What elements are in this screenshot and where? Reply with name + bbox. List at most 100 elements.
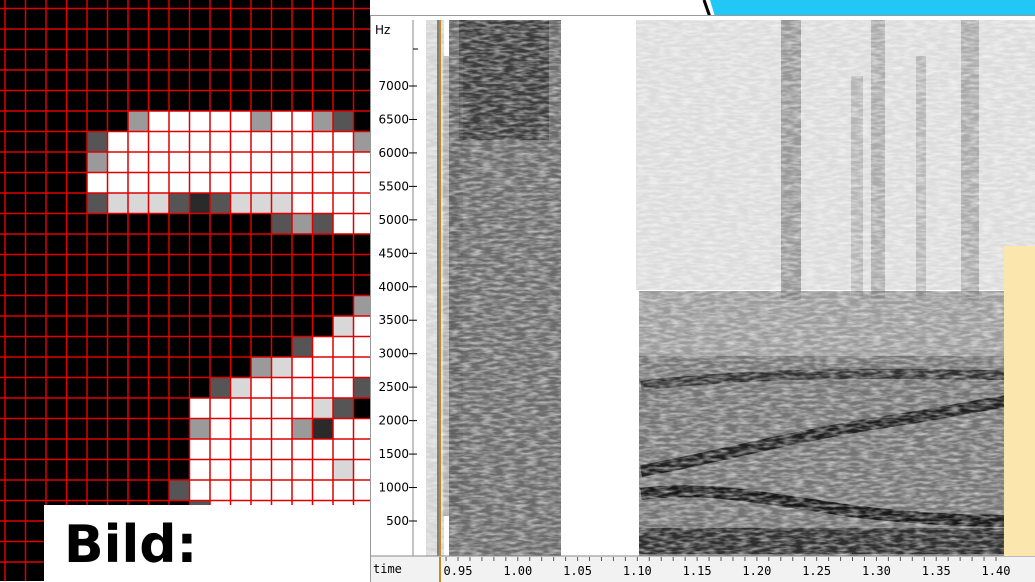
- digit-raster: [0, 0, 370, 581]
- y-tick-label-5500: 5500: [378, 179, 409, 193]
- pixel-cell-100: [333, 398, 354, 419]
- yellow-panel: [1004, 246, 1035, 556]
- y-tick-label-3000: 3000: [378, 347, 409, 361]
- pixel-cell-49: [292, 172, 313, 193]
- pixel-cell-39: [87, 172, 108, 193]
- pixel-cell-92: [353, 377, 370, 398]
- pixel-cell-90: [312, 377, 333, 398]
- pixel-cell-79: [251, 357, 272, 378]
- pixel-cell-59: [210, 193, 231, 214]
- x-tick-label-1.05: 1.05: [563, 564, 592, 578]
- pixel-cell-15: [169, 131, 190, 152]
- pixel-cell-50: [312, 172, 333, 193]
- pixel-cell-112: [230, 439, 251, 460]
- pixel-cell-61: [251, 193, 272, 214]
- pixel-cell-78: [353, 336, 370, 357]
- pixel-cell-11: [87, 131, 108, 152]
- pixel-cell-132: [251, 480, 272, 501]
- y-tick-label-2500: 2500: [378, 380, 409, 394]
- pixel-cell-101: [189, 418, 210, 439]
- spectrogram-panel[interactable]: Hz 7000 6500 6000 5500 5000 4500 4000 3500 3000 2…: [370, 15, 1035, 582]
- y-axis-unit: Hz: [375, 23, 390, 37]
- pixel-cell-107: [312, 418, 333, 439]
- pixel-cell-97: [271, 398, 292, 419]
- pixel-cell-86: [230, 377, 251, 398]
- pixel-cell-19: [251, 131, 272, 152]
- pixel-cell-118: [353, 439, 370, 460]
- pixel-cell-106: [292, 418, 313, 439]
- x-axis-label: time: [373, 562, 402, 576]
- pixel-cell-65: [333, 193, 354, 214]
- pixel-cell-21: [292, 131, 313, 152]
- pixel-cell-134: [292, 480, 313, 501]
- pixel-cell-67: [271, 213, 292, 234]
- pixel-cell-105: [271, 418, 292, 439]
- pixel-cell-103: [230, 418, 251, 439]
- pixel-cell-40: [107, 172, 128, 193]
- pixel-cell-113: [251, 439, 272, 460]
- pixel-cell-32: [230, 152, 251, 173]
- pixel-cell-136: [333, 480, 354, 501]
- pixel-cell-56: [148, 193, 169, 214]
- pixel-cell-14: [148, 131, 169, 152]
- pixel-cell-33: [251, 152, 272, 173]
- pixel-cell-38: [353, 152, 370, 173]
- pixel-cell-68: [292, 213, 313, 234]
- pixel-cell-109: [353, 418, 370, 439]
- pixel-cell-54: [107, 193, 128, 214]
- x-tick-label-0.95: 0.95: [444, 564, 473, 578]
- pixel-cell-121: [230, 459, 251, 480]
- pixel-cell-87: [251, 377, 272, 398]
- pixel-cell-81: [292, 357, 313, 378]
- x-tick-label-1.25: 1.25: [802, 564, 831, 578]
- time-axis: time 0.95 1.00 1.05 1.10 1.15 1.20 1.25 1.30 1.3…: [371, 555, 1035, 582]
- pixel-cell-99: [312, 398, 333, 419]
- pixel-cell-46: [230, 172, 251, 193]
- pixel-cell-41: [128, 172, 149, 193]
- pixel-cell-28: [148, 152, 169, 173]
- pixel-cell-4: [210, 111, 231, 132]
- pixel-cell-12: [107, 131, 128, 152]
- pixel-cell-69: [312, 213, 333, 234]
- pixel-cell-76: [312, 336, 333, 357]
- pixel-cell-2: [169, 111, 190, 132]
- y-tick-label-3500: 3500: [378, 313, 409, 327]
- pixel-grid-image: [0, 0, 370, 581]
- pixel-cell-110: [189, 439, 210, 460]
- pixel-cell-42: [148, 172, 169, 193]
- y-tick-label-6500: 6500: [378, 112, 409, 126]
- pixel-cell-125: [312, 459, 333, 480]
- pixel-cell-131: [230, 480, 251, 501]
- pixel-cell-85: [210, 377, 231, 398]
- pixel-cell-74: [353, 316, 370, 337]
- x-tick-label-1.10: 1.10: [623, 564, 652, 578]
- pixel-cell-133: [271, 480, 292, 501]
- x-tick-label-1.30: 1.30: [862, 564, 891, 578]
- pixel-cell-102: [210, 418, 231, 439]
- pixel-cell-31: [210, 152, 231, 173]
- pixel-cell-34: [271, 152, 292, 173]
- pixel-cell-72: [353, 295, 370, 316]
- y-tick-label-2000: 2000: [378, 414, 409, 428]
- pixel-cell-44: [189, 172, 210, 193]
- pixel-cell-6: [251, 111, 272, 132]
- pixel-cell-24: [353, 131, 370, 152]
- y-tick-label-7000: 7000: [378, 79, 409, 93]
- pixel-cell-77: [333, 336, 354, 357]
- pixel-cell-82: [312, 357, 333, 378]
- pixel-cell-80: [271, 357, 292, 378]
- pixel-cell-122: [251, 459, 272, 480]
- pixel-cell-84: [353, 357, 370, 378]
- caption-box: Bild:: [44, 505, 374, 581]
- caption-text: Bild:: [64, 515, 198, 575]
- y-tick-label-4000: 4000: [378, 280, 409, 294]
- pixel-cell-111: [210, 439, 231, 460]
- x-tick-label-1.00: 1.00: [503, 564, 532, 578]
- pixel-cell-60: [230, 193, 251, 214]
- pixel-cell-36: [312, 152, 333, 173]
- pixel-cell-129: [189, 480, 210, 501]
- frequency-axis: Hz 7000 6500 6000 5500 5000 4500 4000 3500 3000 2…: [375, 20, 418, 556]
- pixel-cell-127: [353, 459, 370, 480]
- pixel-cell-130: [210, 480, 231, 501]
- pixel-cell-43: [169, 172, 190, 193]
